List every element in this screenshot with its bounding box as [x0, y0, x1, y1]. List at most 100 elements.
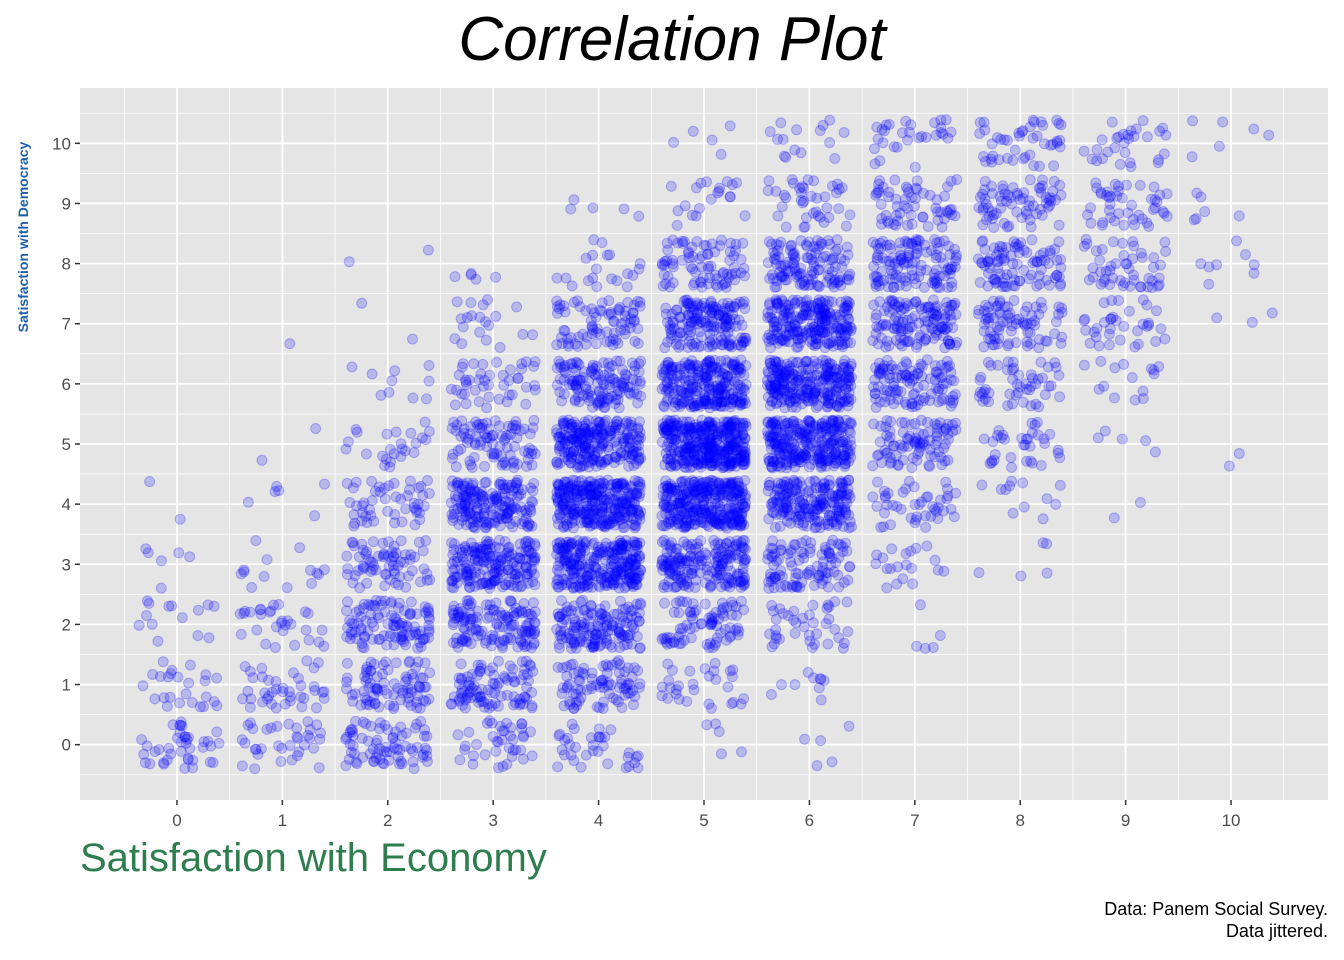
data-point [731, 364, 742, 376]
data-point [559, 306, 571, 318]
data-point [414, 507, 426, 519]
data-point [298, 739, 310, 751]
data-point [419, 416, 431, 428]
data-point [403, 570, 414, 582]
data-point [589, 640, 601, 652]
data-point [686, 568, 698, 579]
data-point [368, 599, 380, 611]
data-point [149, 746, 161, 758]
data-point [479, 460, 490, 472]
data-point [683, 375, 695, 387]
data-point [311, 719, 323, 731]
data-point [369, 682, 381, 694]
data-point [192, 630, 204, 642]
data-point [591, 701, 603, 713]
data-point [308, 662, 320, 674]
data-point [363, 681, 375, 693]
data-point [587, 739, 599, 751]
data-point [235, 568, 247, 580]
data-point [237, 693, 249, 705]
data-point [627, 487, 639, 499]
data-point [344, 633, 356, 645]
data-point [688, 476, 700, 488]
data-point [726, 417, 738, 429]
data-point [313, 569, 325, 580]
data-point [402, 696, 414, 708]
data-point [370, 564, 382, 576]
data-point [529, 551, 541, 563]
data-point [803, 566, 815, 578]
data-point [720, 549, 731, 561]
data-point [289, 639, 301, 651]
data-point [735, 698, 747, 710]
data-point [579, 537, 591, 549]
data-point [572, 295, 583, 307]
data-point [631, 447, 642, 459]
data-point [361, 546, 373, 558]
data-point [284, 695, 296, 707]
data-point [628, 699, 639, 711]
data-point [496, 430, 508, 442]
data-point [389, 631, 401, 643]
data-point [369, 698, 381, 710]
data-point [244, 665, 256, 677]
data-point [511, 301, 523, 313]
data-point [419, 657, 431, 669]
data-point [420, 681, 432, 693]
data-point [366, 368, 378, 380]
data-point [670, 688, 682, 700]
data-point [378, 745, 390, 757]
data-point [165, 748, 177, 760]
data-point [737, 237, 749, 249]
data-point [483, 702, 495, 714]
data-point [658, 259, 670, 271]
data-point [391, 743, 403, 755]
data-point [565, 605, 577, 617]
data-point [181, 733, 193, 745]
data-point [167, 719, 179, 731]
data-point [583, 476, 595, 488]
data-point [176, 720, 188, 732]
data-point [364, 677, 376, 689]
data-point [448, 504, 460, 516]
data-point [798, 621, 810, 633]
data-point [687, 506, 699, 518]
data-point [679, 475, 691, 487]
data-point [239, 661, 251, 672]
data-point [451, 296, 463, 308]
data-point [303, 634, 315, 646]
data-point [286, 754, 298, 766]
data-point [179, 731, 191, 743]
data-point [202, 599, 214, 611]
data-point [355, 611, 367, 623]
data-point [304, 732, 316, 744]
data-point [657, 490, 669, 502]
data-point [692, 366, 704, 378]
data-point [199, 675, 211, 687]
data-point [446, 383, 457, 395]
data-point [447, 607, 459, 619]
data-point [705, 579, 717, 591]
data-point [370, 752, 382, 764]
data-point [776, 679, 787, 691]
data-point [139, 757, 151, 769]
data-point [616, 678, 628, 690]
data-point [507, 419, 519, 431]
data-point [827, 415, 839, 426]
data-point [142, 547, 154, 559]
data-point [270, 676, 282, 687]
data-point [293, 746, 305, 758]
data-point [720, 281, 732, 293]
data-point [694, 550, 706, 562]
data-point [556, 595, 567, 607]
data-point [364, 696, 376, 708]
data-point [356, 538, 368, 550]
data-point [388, 639, 400, 651]
data-point [138, 748, 150, 760]
data-point [607, 373, 619, 385]
data-point [348, 540, 360, 552]
data-point [375, 389, 387, 401]
data-point [398, 636, 410, 648]
data-point [302, 729, 314, 741]
data-point [500, 579, 512, 591]
